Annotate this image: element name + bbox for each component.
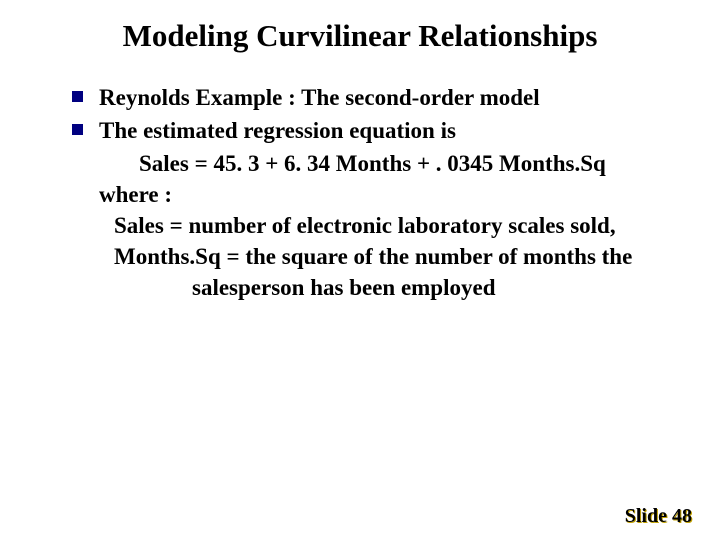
definition-line: Sales = number of electronic laboratory … xyxy=(72,210,670,241)
slide-title: Modeling Curvilinear Relationships xyxy=(50,18,670,54)
bullet-item: Reynolds Example : The second-order mode… xyxy=(72,82,670,113)
footer-label: Slide xyxy=(625,505,667,527)
slide-footer: Slide 48 xyxy=(625,505,692,528)
definition-line: Months.Sq = the square of the number of … xyxy=(72,241,670,272)
footer-page-number: 48 xyxy=(672,505,692,527)
square-bullet-icon xyxy=(72,124,83,135)
bullet-item: The estimated regression equation is xyxy=(72,115,670,146)
definition-continuation: salesperson has been employed xyxy=(72,272,670,303)
slide-container: Modeling Curvilinear Relationships Reyno… xyxy=(0,0,720,540)
square-bullet-icon xyxy=(72,91,83,102)
where-label: where : xyxy=(72,179,670,210)
equation-line: Sales = 45. 3 + 6. 34 Months + . 0345 Mo… xyxy=(72,148,670,179)
bullet-text: The estimated regression equation is xyxy=(99,115,456,146)
slide-body: Reynolds Example : The second-order mode… xyxy=(50,82,670,303)
bullet-text: Reynolds Example : The second-order mode… xyxy=(99,82,540,113)
